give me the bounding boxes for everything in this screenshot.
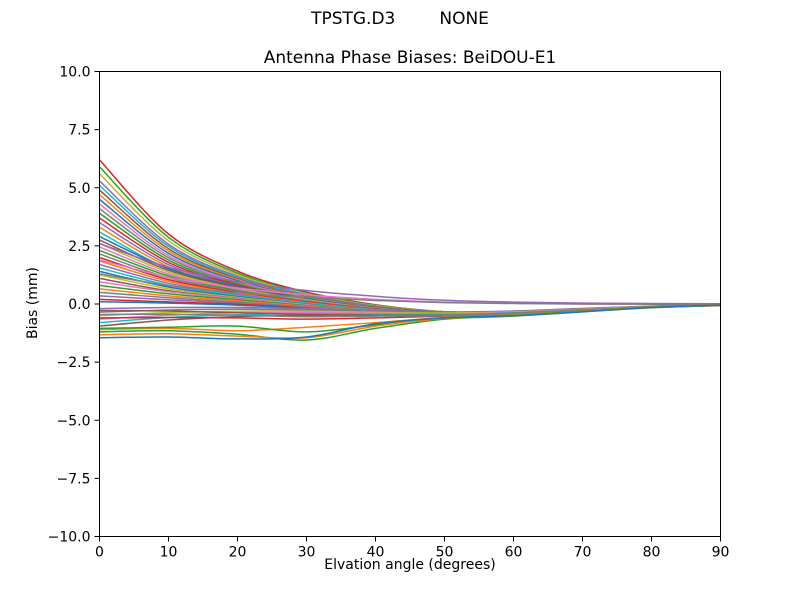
series-line (99, 304, 721, 340)
chart-title: Antenna Phase Biases: BeiDOU-E1 (263, 48, 557, 68)
x-tick-label: 60 (505, 545, 523, 561)
series-group (99, 159, 721, 341)
y-tick-label: 0.0 (68, 297, 90, 313)
x-tick-label: 70 (574, 545, 592, 561)
x-tick-label: 40 (367, 545, 385, 561)
x-tick-label: 50 (436, 545, 454, 561)
x-tick-label: 10 (160, 545, 178, 561)
figure-suptitle: TPSTG.D3 NONE (0, 9, 800, 29)
x-tick-label: 90 (712, 545, 730, 561)
y-tick-label: −7.5 (57, 471, 91, 487)
y-tick-label: 7.5 (68, 123, 90, 139)
y-tick-label: 2.5 (68, 239, 90, 255)
y-tick-label: −5.0 (57, 413, 91, 429)
series-line (99, 242, 721, 305)
x-axis-label: Elvation angle (degrees) (324, 557, 496, 573)
suptitle-program: TPSTG.D3 (311, 9, 396, 29)
suptitle-mode: NONE (439, 9, 489, 29)
y-tick-label: −2.5 (57, 355, 91, 371)
series-line (99, 273, 721, 305)
x-tick-label: 30 (298, 545, 316, 561)
x-tick-label: 0 (95, 545, 104, 561)
y-tick-label: 10.0 (59, 65, 90, 81)
y-tick-label: −10.0 (48, 530, 91, 546)
x-tick-label: 20 (229, 545, 247, 561)
x-tick-label: 80 (643, 545, 661, 561)
y-tick-label: 5.0 (68, 181, 90, 197)
